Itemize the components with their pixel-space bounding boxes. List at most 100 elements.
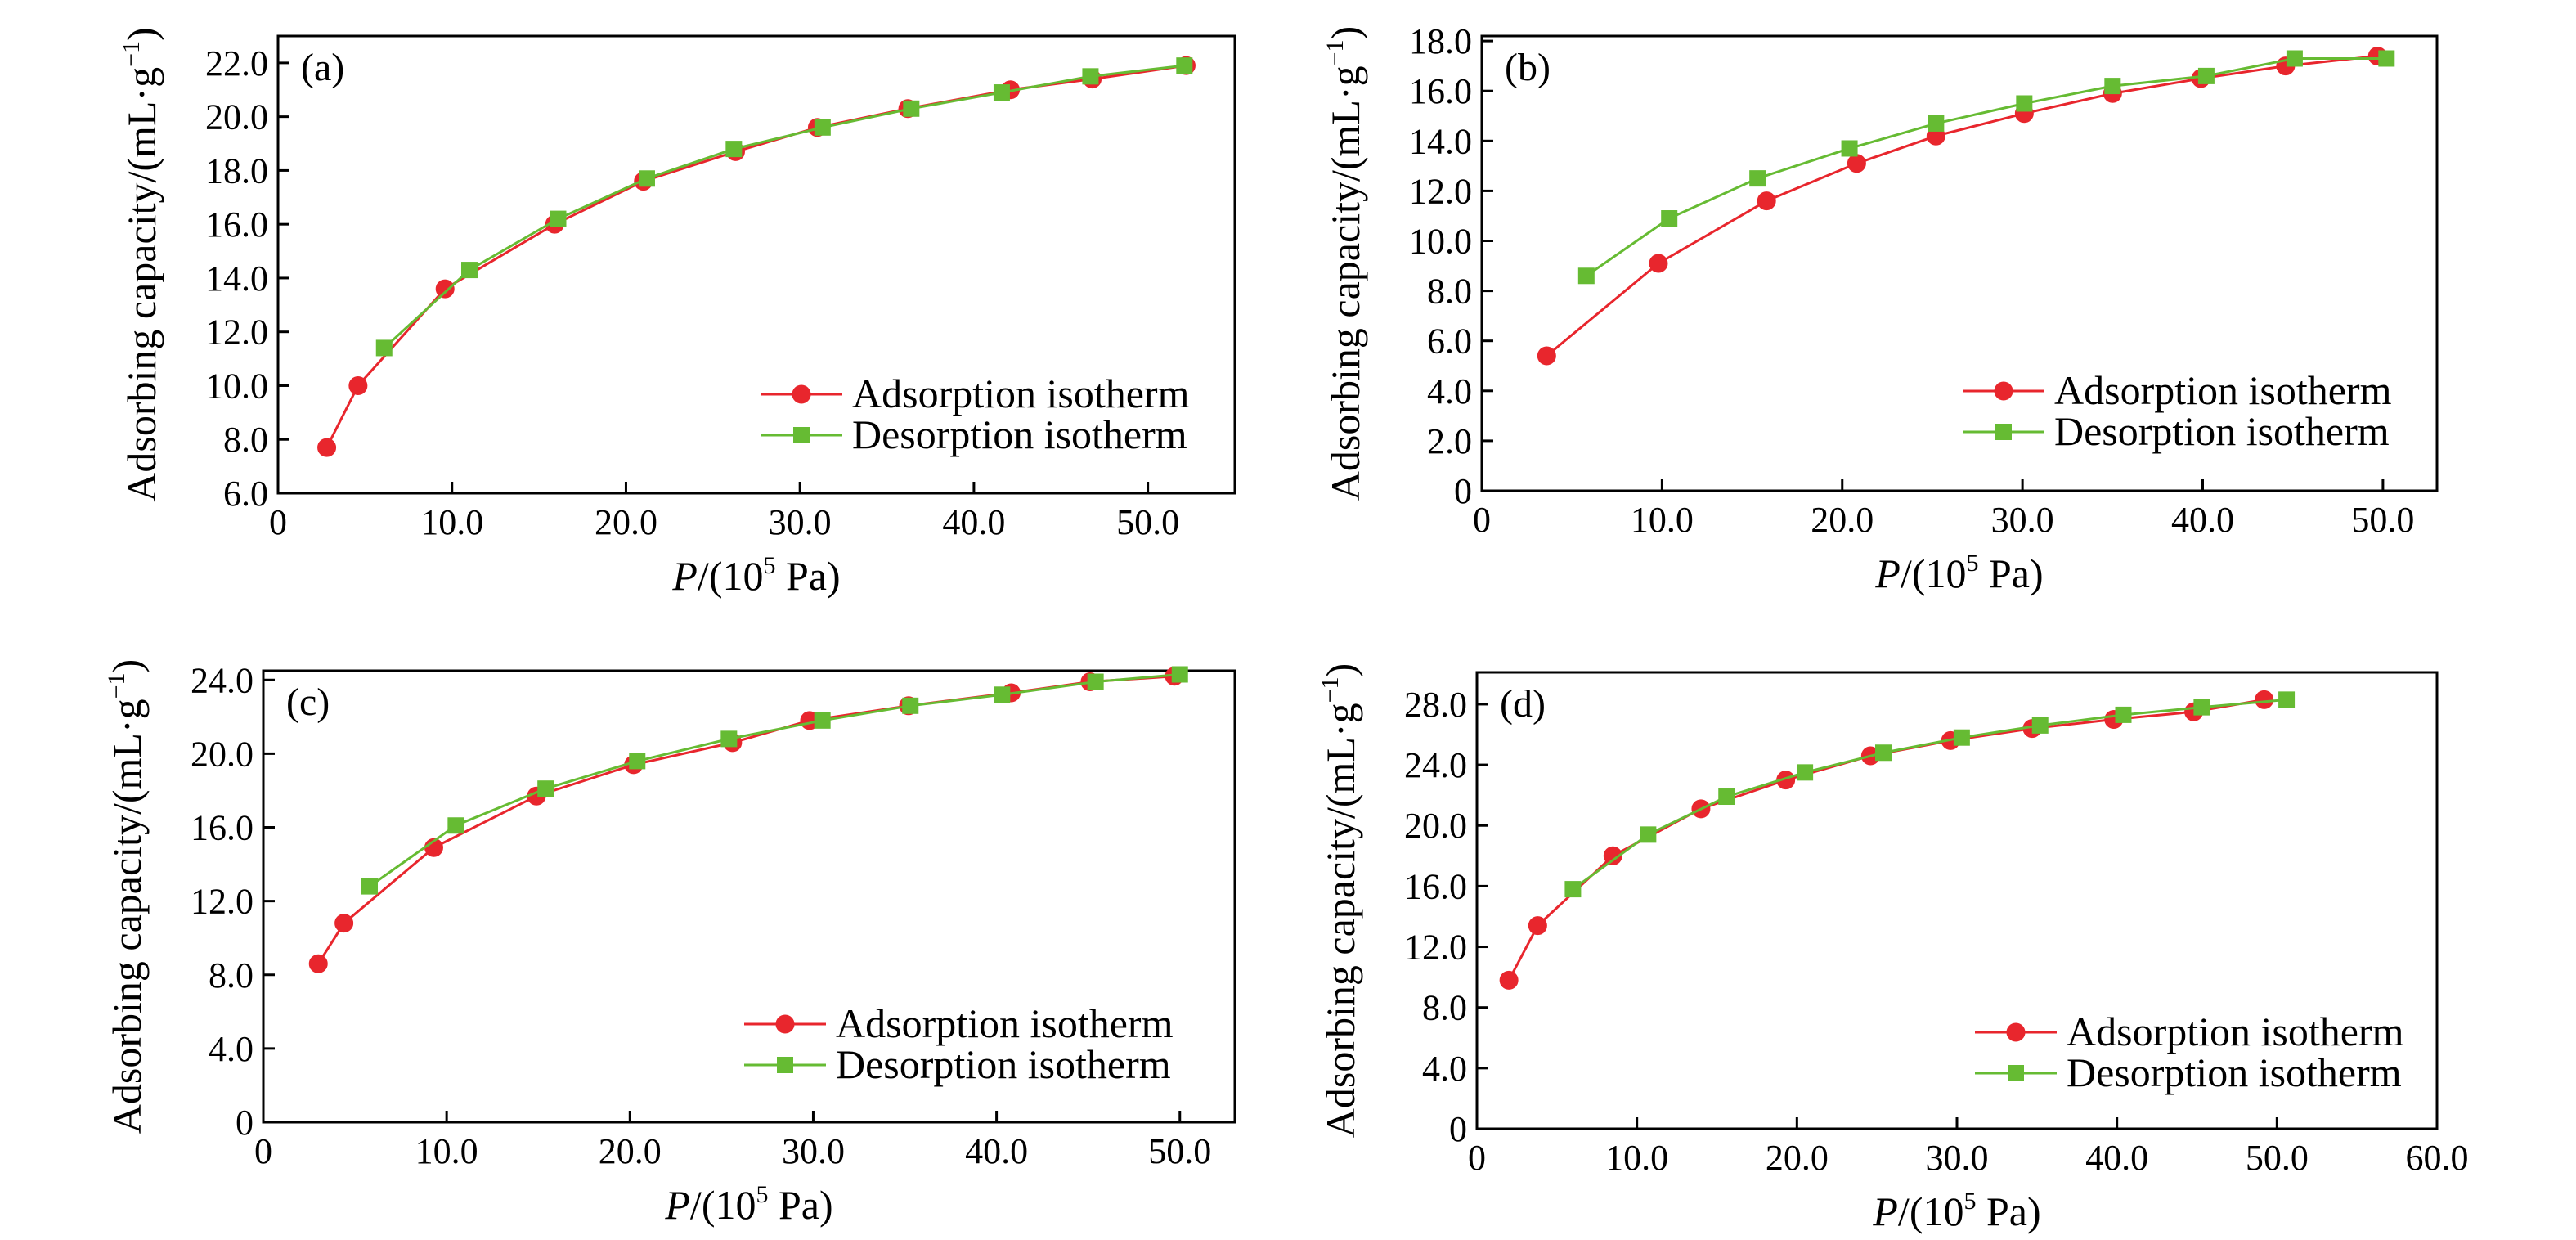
data-point [2278, 691, 2296, 708]
x-tick-label: 30.0 [782, 1131, 845, 1171]
chart-panel-c: 0 10.0 20.0 30.0 40.0 50.0 0 4.0 8.0 12.0 16.0 20.0… [103, 659, 1236, 1228]
legend-marker [777, 1057, 793, 1073]
x-tick-label: 0 [1473, 500, 1491, 540]
data-point [1953, 729, 1970, 746]
legend-marker [1995, 424, 2012, 440]
y-tick-label: 20.0 [191, 734, 254, 774]
x-tick-label: 50.0 [1116, 502, 1179, 542]
data-point [2286, 50, 2303, 67]
data-point [638, 170, 655, 187]
data-point [994, 686, 1011, 703]
y-tick-label: 20.0 [205, 97, 268, 137]
x-tick-label: 30.0 [769, 502, 832, 542]
legend-marker [2006, 1022, 2026, 1042]
x-tick-label: 40.0 [965, 1131, 1028, 1171]
data-point [1718, 788, 1735, 806]
x-tick-label: 40.0 [2085, 1138, 2148, 1178]
data-point [435, 279, 455, 299]
data-point [1640, 826, 1657, 843]
data-point [308, 954, 328, 973]
x-tick-label: 0 [269, 502, 287, 542]
x-axis-title: P/(105 Pa) [664, 1181, 832, 1228]
y-tick-label: 28.0 [1404, 685, 1467, 725]
y-tick-label: 12.0 [191, 882, 254, 922]
data-point [720, 730, 738, 748]
data-point [1564, 881, 1582, 898]
data-point [1661, 210, 1678, 227]
x-tick-label: 20.0 [1766, 1138, 1829, 1178]
y-tick-label: 24.0 [1404, 745, 1467, 785]
data-point [2197, 67, 2215, 84]
series-desorption [375, 57, 1193, 357]
panel-label: (a) [301, 46, 344, 89]
data-point [550, 210, 567, 227]
legend-marker [775, 1014, 795, 1034]
x-axis-var: P [1872, 1188, 1898, 1234]
panel-label: (c) [286, 681, 330, 724]
data-point [1577, 267, 1595, 285]
series-adsorption [1499, 690, 2274, 990]
legend-label: Desorption isotherm [2067, 1049, 2402, 1095]
y-tick-label: 4.0 [209, 1029, 254, 1069]
legend-marker [1994, 381, 2013, 401]
data-point [1797, 764, 1814, 781]
x-tick-label: 60.0 [2406, 1138, 2469, 1178]
data-point [1176, 57, 1193, 74]
data-point [814, 119, 831, 136]
plot-frame [262, 669, 1236, 1124]
data-point [2255, 690, 2274, 709]
y-tick-label: 12.0 [205, 312, 268, 353]
plot-frame [1480, 34, 2439, 492]
y-tick-label: 0 [1454, 471, 1472, 511]
legend-label: Adsorption isotherm [852, 371, 1190, 416]
y-tick-label: 18.0 [205, 151, 268, 191]
series-desorption [361, 666, 1188, 895]
data-point [814, 712, 831, 729]
x-axis-var: P [671, 553, 698, 599]
x-tick-label: 30.0 [1991, 500, 2054, 540]
series-adsorption [308, 667, 1184, 973]
x-tick-label: 10.0 [1631, 500, 1694, 540]
y-tick-label: 16.0 [205, 204, 268, 245]
data-point [629, 753, 646, 770]
series-line [369, 673, 1180, 887]
series-line [1572, 698, 2287, 891]
data-point [1082, 68, 1099, 85]
y-tick-label: 4.0 [1427, 371, 1472, 411]
legend-label: Desorption isotherm [836, 1041, 1171, 1087]
x-axis-var: P [664, 1182, 690, 1228]
data-point [1749, 170, 1766, 187]
x-tick-label: 30.0 [1926, 1138, 1989, 1178]
data-point [993, 84, 1010, 101]
legend-label: Adsorption isotherm [836, 1000, 1174, 1046]
x-axis-title: P/(105 Pa) [1872, 1188, 2040, 1234]
series-line [1546, 54, 2378, 357]
data-point [725, 141, 743, 158]
y-tick-label: 14.0 [205, 258, 268, 299]
y-tick-label: 0 [1449, 1109, 1467, 1149]
data-point [361, 878, 379, 895]
data-point [1603, 846, 1622, 865]
series-line [383, 64, 1185, 349]
y-tick-label: 8.0 [223, 420, 268, 460]
y-tick-label: 6.0 [223, 474, 268, 514]
x-axis-title: P/(105 Pa) [671, 552, 840, 599]
data-point [1841, 140, 1858, 157]
data-point [2031, 717, 2049, 734]
data-point [2193, 699, 2210, 716]
data-point [902, 697, 919, 714]
data-point [375, 339, 393, 357]
data-point [1087, 673, 1104, 690]
y-axis-title: Adsorbing capacity/(mL·g−1) [118, 27, 164, 501]
y-tick-label: 16.0 [1409, 71, 1472, 111]
y-tick-label: 6.0 [1427, 321, 1472, 362]
data-point [1171, 666, 1188, 683]
legend-label: Desorption isotherm [852, 411, 1187, 457]
y-tick-label: 10.0 [1409, 222, 1472, 262]
data-point [2378, 50, 2395, 67]
data-point [1757, 191, 1776, 211]
x-tick-label: 10.0 [1605, 1138, 1668, 1178]
x-tick-label: 10.0 [420, 502, 483, 542]
